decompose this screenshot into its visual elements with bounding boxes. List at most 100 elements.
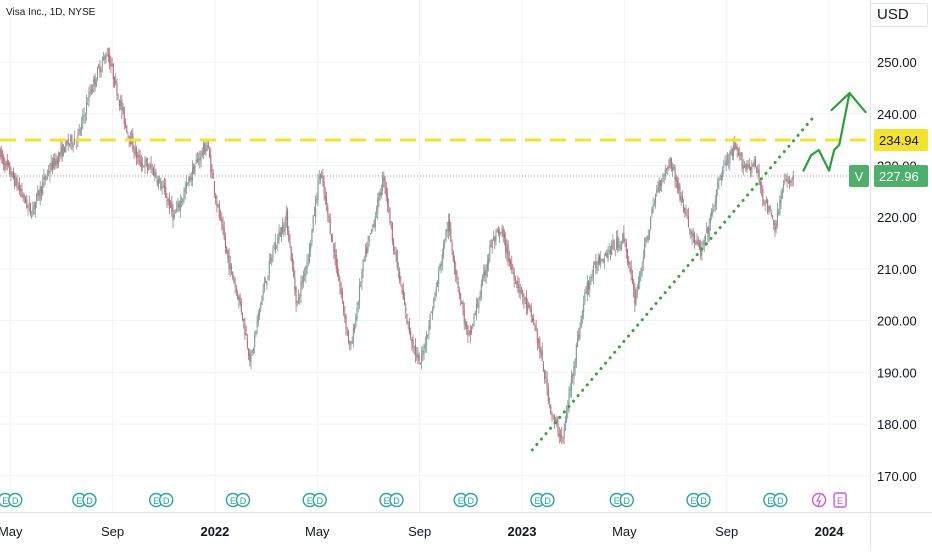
support-trendline[interactable]	[530, 112, 818, 452]
candle-body	[173, 214, 175, 219]
candle-body	[345, 315, 347, 329]
candle-body	[338, 272, 340, 282]
candle-body	[419, 362, 421, 365]
candle-body	[629, 266, 631, 268]
candle-body	[372, 224, 374, 227]
candle-body	[104, 55, 106, 60]
candle-body	[737, 153, 739, 156]
candle-body	[188, 176, 190, 186]
candle-body	[497, 229, 499, 234]
candle-body	[681, 195, 683, 202]
time-axis[interactable]: May Sep 2022 May Sep 2023 May Sep 2024	[0, 512, 932, 540]
future-event-icon[interactable]	[811, 492, 827, 508]
candle-body	[333, 243, 335, 252]
candle-body	[38, 191, 40, 197]
candle-body	[695, 241, 697, 244]
candle-body	[241, 312, 244, 320]
candle-body	[782, 184, 785, 188]
candle-body	[244, 323, 246, 335]
candle-body	[219, 216, 222, 218]
candle-body	[378, 192, 380, 201]
candle-body	[434, 292, 436, 301]
candle-body	[26, 199, 28, 208]
candle-body	[574, 361, 576, 369]
candle-body	[374, 216, 376, 228]
candle-body	[452, 252, 454, 261]
candle-body	[189, 175, 191, 182]
symbol-tag-label: V	[855, 169, 864, 184]
earnings-badge-letter: D	[700, 496, 707, 506]
candle-body	[509, 260, 512, 265]
candle-body	[647, 236, 649, 240]
x-tick-label: May	[612, 524, 637, 539]
candle-body	[260, 302, 262, 309]
candle-body	[751, 165, 753, 173]
candle-body	[607, 250, 609, 261]
earnings-badge-letter: E	[2, 496, 8, 506]
candle-body	[133, 151, 135, 153]
candle-body	[210, 155, 212, 173]
candle-body	[506, 245, 508, 255]
candle-body	[42, 182, 44, 196]
candle-body	[784, 181, 786, 183]
candle-body	[62, 144, 64, 156]
earnings-badge-letter: E	[230, 496, 236, 506]
candle-body	[25, 197, 27, 203]
projection-path[interactable]	[802, 91, 851, 172]
price-axis[interactable]: 170.00180.00190.00200.00210.00220.00230.…	[849, 0, 928, 550]
candle-body	[572, 374, 574, 376]
candle-body	[686, 214, 688, 216]
candle-body	[182, 198, 184, 203]
candle-body	[622, 234, 624, 244]
future-earnings-icon[interactable]	[833, 492, 847, 508]
candle-body	[51, 161, 53, 170]
candle-body	[587, 281, 590, 289]
candle-body	[364, 248, 367, 257]
candle-body	[239, 294, 241, 303]
candle-body	[650, 217, 652, 230]
candle-body	[323, 182, 325, 194]
candle-body	[730, 151, 732, 153]
candle-body	[245, 333, 247, 336]
candle-body	[205, 148, 207, 152]
candle-body	[161, 186, 163, 189]
candle-body	[234, 284, 236, 287]
candle-body	[300, 282, 302, 297]
candle-body	[636, 290, 638, 292]
currency-selector[interactable]: USD	[870, 3, 928, 27]
candle-body	[765, 199, 767, 203]
candle-body	[34, 201, 36, 210]
candle-body	[546, 378, 548, 388]
candle-body	[481, 277, 484, 285]
candle-body	[413, 346, 415, 348]
candle-body	[450, 229, 452, 242]
y-tick-label: 190.00	[877, 365, 917, 380]
candle-body	[168, 199, 170, 209]
candle-body	[293, 267, 295, 277]
candle-body	[250, 355, 252, 364]
earnings-badge	[696, 492, 711, 508]
candle-body	[98, 65, 100, 68]
candle-body	[31, 215, 33, 217]
candle-body	[539, 339, 541, 353]
candle-body	[146, 162, 148, 168]
candle-body	[388, 206, 390, 207]
y-tick-label: 180.00	[877, 417, 917, 432]
candle-body	[228, 255, 230, 270]
candle-body	[280, 227, 283, 238]
candle-body	[732, 145, 735, 156]
